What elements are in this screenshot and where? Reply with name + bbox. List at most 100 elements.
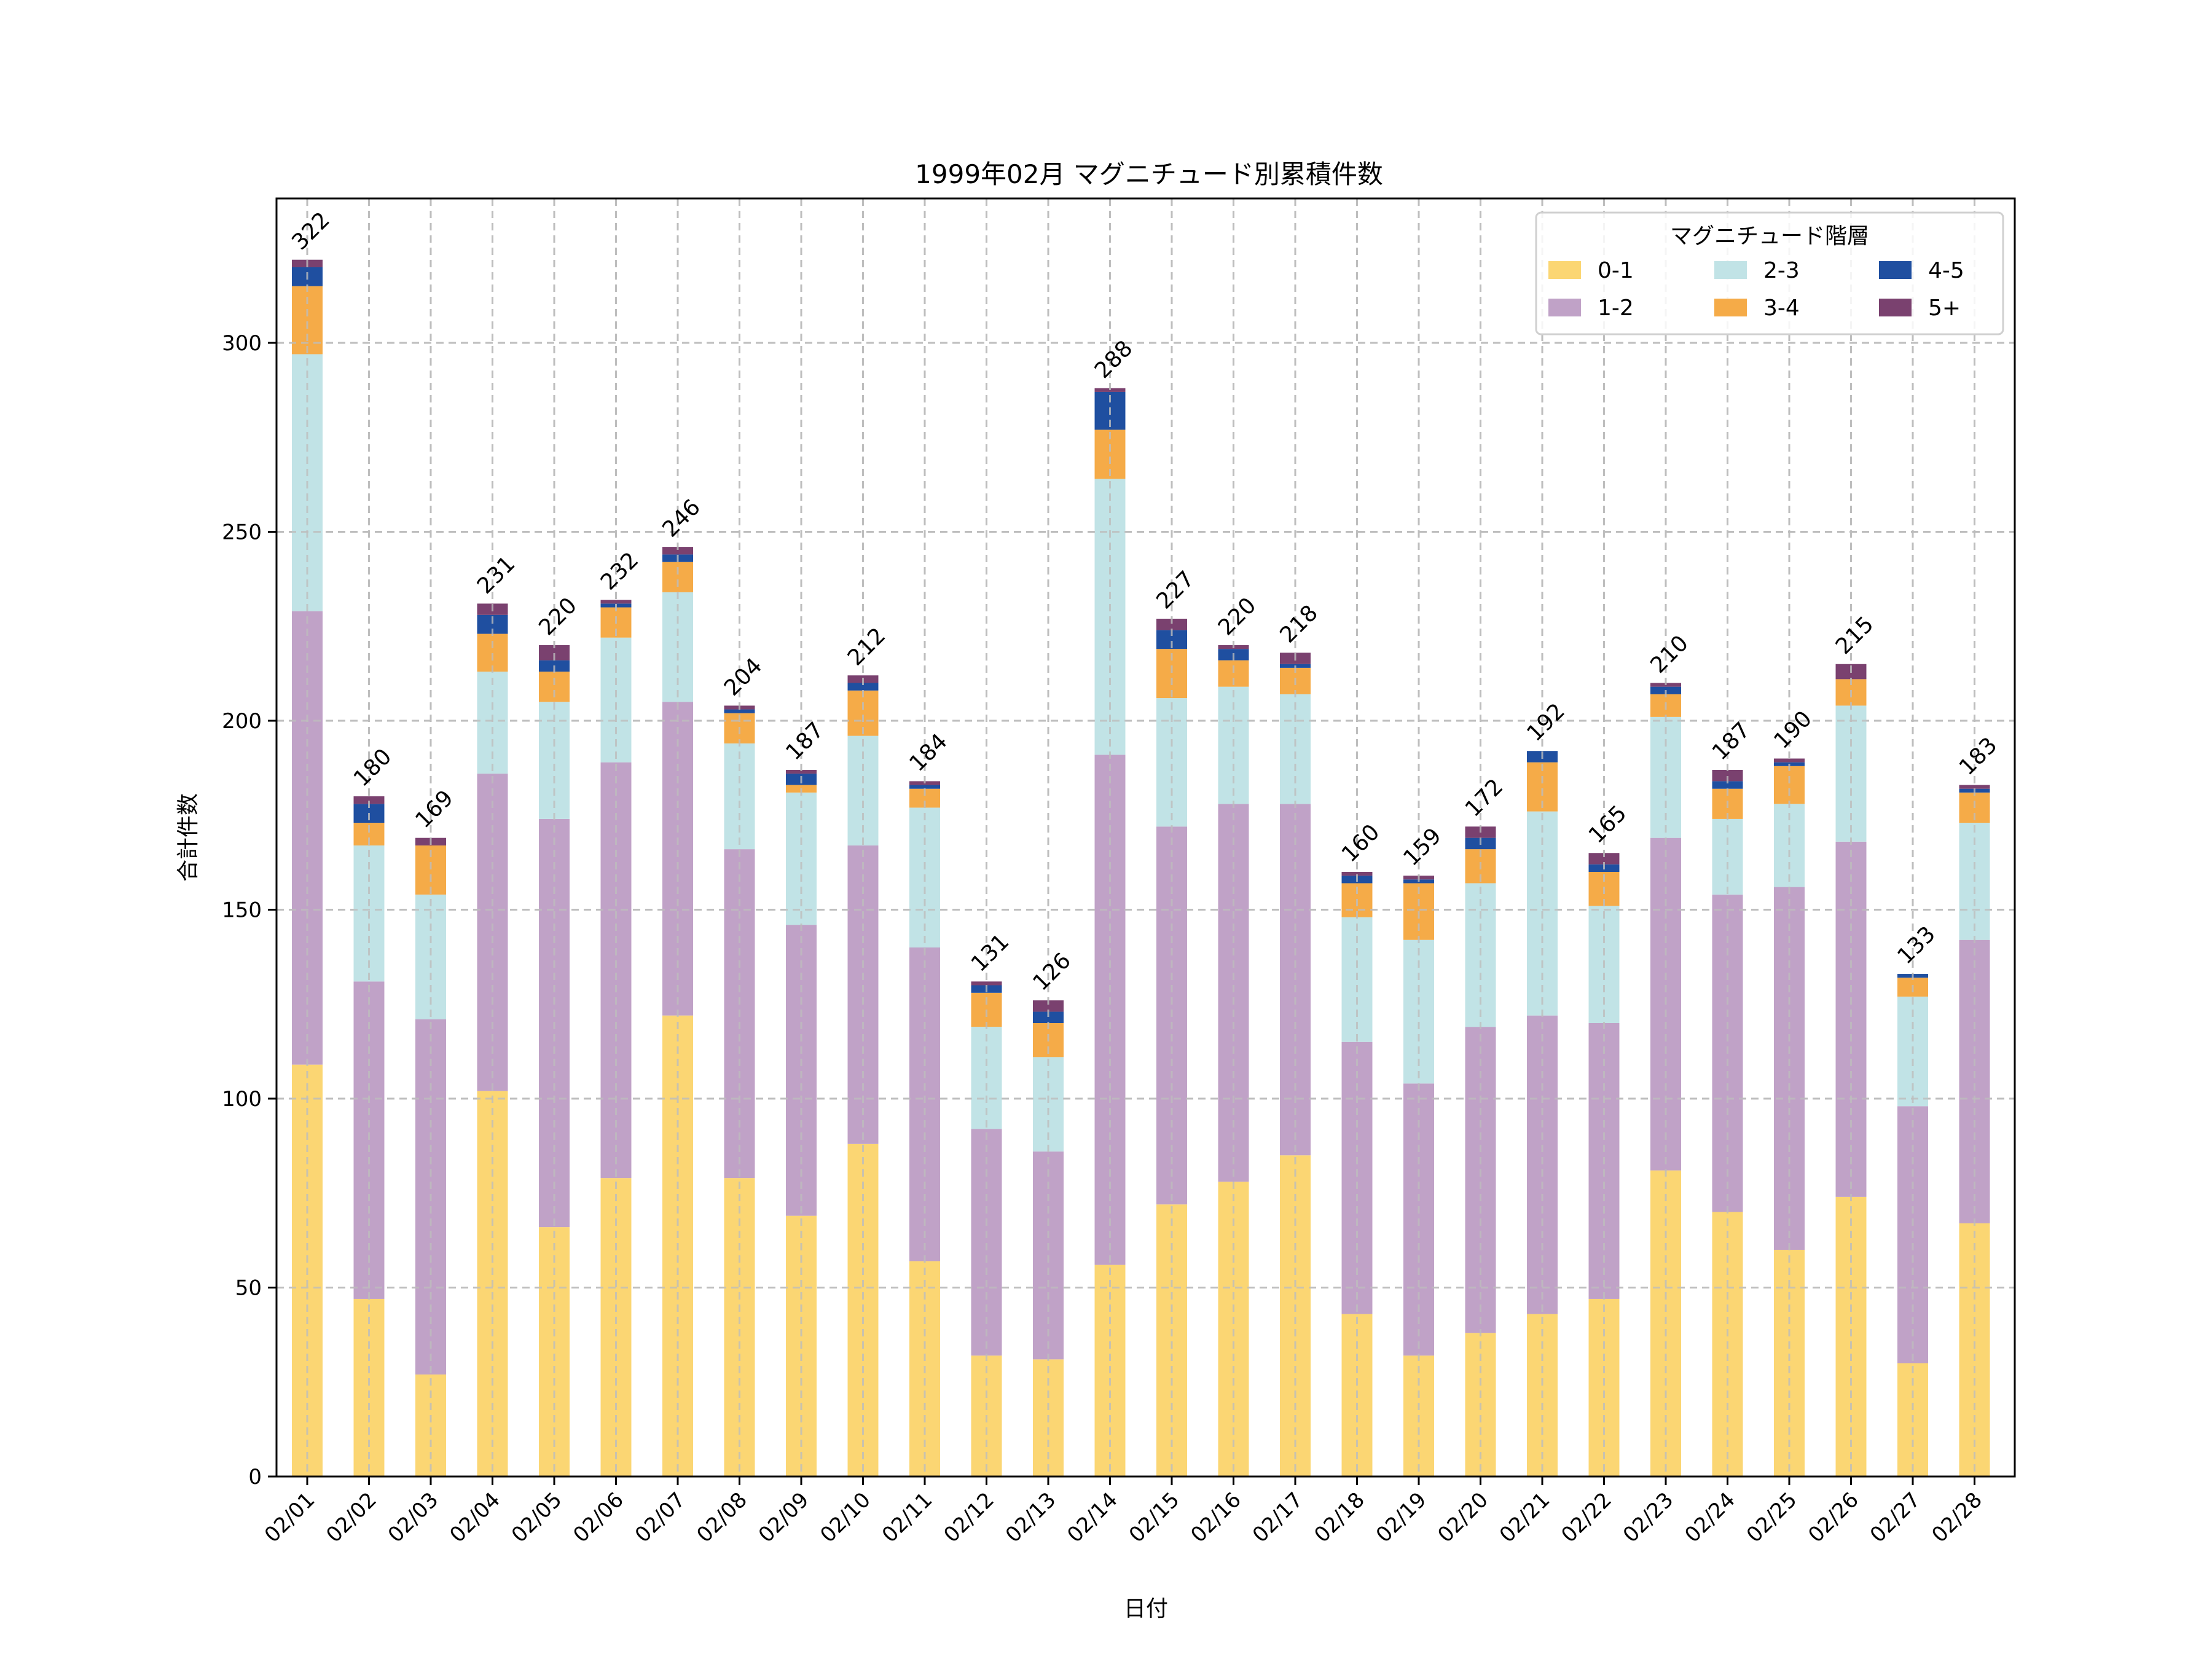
legend-label: 5+ xyxy=(1928,296,1961,321)
y-tick-label: 200 xyxy=(222,709,262,734)
x-tick-label: 02/11 xyxy=(877,1488,938,1548)
grid-lines xyxy=(276,198,2015,1478)
x-tick-label: 02/05 xyxy=(507,1488,567,1548)
x-tick-label: 02/15 xyxy=(1124,1488,1185,1548)
legend: マグニチュード階層 0-1 1-2 2-3 3-4 4-5 5+ xyxy=(1535,211,2004,335)
x-tick-label: 02/14 xyxy=(1062,1488,1123,1548)
bar-segment-5+ xyxy=(1033,1000,1064,1012)
bar-segment-3-4 xyxy=(477,633,508,672)
bar-segment-1-2 xyxy=(1835,841,1867,1197)
x-tick-label: 02/01 xyxy=(260,1488,320,1548)
total-label: 215 xyxy=(1831,612,1879,660)
bar-segment-1-2 xyxy=(847,845,879,1144)
bar-segment-1-2 xyxy=(477,774,508,1091)
total-label: 133 xyxy=(1892,922,1940,970)
bar-segment-4-5 xyxy=(1033,1011,1064,1023)
total-label: 192 xyxy=(1522,699,1570,747)
legend-swatch-5+ xyxy=(1879,299,1912,316)
x-tick-label: 02/06 xyxy=(568,1488,629,1548)
x-tick-label: 02/28 xyxy=(1927,1488,1987,1548)
total-label: 184 xyxy=(904,729,952,777)
total-label: 204 xyxy=(720,653,767,701)
x-tick-label: 02/26 xyxy=(1803,1488,1864,1548)
legend-label: 4-5 xyxy=(1928,258,1964,283)
total-label: 231 xyxy=(473,551,520,599)
total-label: 180 xyxy=(349,744,397,792)
bar-segment-5+ xyxy=(1588,853,1620,865)
x-tick-label: 02/25 xyxy=(1742,1488,1802,1548)
bar-segment-0-1 xyxy=(353,1298,385,1477)
bar-segment-5+ xyxy=(353,796,385,804)
x-tick-label: 02/18 xyxy=(1309,1488,1370,1548)
legend-swatch-3-4 xyxy=(1714,299,1747,316)
bar-segment-3-4 xyxy=(662,562,693,592)
total-label: 131 xyxy=(967,929,1014,977)
x-axis-label: 日付 xyxy=(1124,1596,1168,1622)
bar-segment-5+ xyxy=(1341,872,1373,876)
legend-title: マグニチュード階層 xyxy=(1670,224,1869,249)
total-label: 169 xyxy=(410,785,458,833)
bar-segment-3-4 xyxy=(292,286,323,355)
bar-segment-1-2 xyxy=(1959,939,1990,1223)
bar-segment-1-2 xyxy=(1774,887,1805,1250)
total-label: 322 xyxy=(287,207,335,255)
bar-segment-0-1 xyxy=(539,1227,570,1477)
bar-segment-4-5 xyxy=(724,709,755,713)
x-tick-label: 02/17 xyxy=(1248,1488,1308,1548)
x-tick-label: 02/09 xyxy=(754,1488,814,1548)
total-label: 183 xyxy=(1955,732,2002,780)
x-tick-label: 02/07 xyxy=(630,1488,691,1548)
total-label: 220 xyxy=(1214,593,1261,641)
bar-segment-5+ xyxy=(600,600,632,604)
plot-frame xyxy=(275,197,2016,1478)
legend-label: 3-4 xyxy=(1763,296,1800,321)
bar-segment-0-1 xyxy=(600,1178,632,1477)
bar-segment-4-5 xyxy=(1712,781,1743,789)
x-tick-label: 02/22 xyxy=(1556,1488,1617,1548)
x-tick-label: 02/13 xyxy=(1001,1488,1061,1548)
total-label: 212 xyxy=(843,623,891,671)
bar-segment-5+ xyxy=(1156,618,1187,630)
y-axis-ticks: 0 50 100 150 200 250 300 xyxy=(222,331,276,1489)
bar-segment-5+ xyxy=(1774,758,1805,763)
bar-segment-5+ xyxy=(971,981,1002,986)
legend-swatch-1-2 xyxy=(1548,299,1581,316)
total-label: 210 xyxy=(1645,630,1693,678)
y-tick-label: 0 xyxy=(248,1465,262,1489)
x-tick-label: 02/10 xyxy=(815,1488,876,1548)
total-label: 190 xyxy=(1769,706,1817,754)
bar-segment-1-2 xyxy=(662,702,693,1016)
y-tick-label: 100 xyxy=(222,1087,262,1112)
bar-segment-5+ xyxy=(662,547,693,555)
bar-segment-2-3 xyxy=(724,743,755,850)
legend-swatch-2-3 xyxy=(1714,261,1747,279)
x-tick-label: 02/02 xyxy=(321,1488,382,1548)
total-label: 227 xyxy=(1151,567,1199,614)
x-tick-label: 02/03 xyxy=(383,1488,444,1548)
y-tick-label: 300 xyxy=(222,331,262,356)
bar-segment-5+ xyxy=(786,769,817,774)
x-tick-label: 02/12 xyxy=(939,1488,999,1548)
total-label: 187 xyxy=(781,718,829,766)
x-tick-label: 02/23 xyxy=(1618,1488,1679,1548)
x-axis-ticks: 02/01 02/02 02/03 02/04 02/05 02/06 02/07 02/08… xyxy=(260,1477,1987,1548)
bar-segment-3-4 xyxy=(1774,766,1805,804)
bar-segment-0-1 xyxy=(415,1374,446,1477)
bar-segment-2-3 xyxy=(1835,705,1867,842)
bar-segment-4-5 xyxy=(909,785,940,789)
bar-segment-5+ xyxy=(1959,785,1990,789)
x-tick-label: 02/20 xyxy=(1433,1488,1493,1548)
total-label: 160 xyxy=(1337,820,1385,868)
total-label: 218 xyxy=(1275,600,1323,648)
total-label: 165 xyxy=(1584,801,1632,849)
x-tick-label: 02/16 xyxy=(1186,1488,1246,1548)
x-tick-label: 02/27 xyxy=(1865,1488,1926,1548)
x-tick-label: 02/21 xyxy=(1495,1488,1555,1548)
legend-label: 1-2 xyxy=(1598,296,1634,321)
bar-segment-5+ xyxy=(1712,769,1743,782)
x-tick-label: 02/24 xyxy=(1680,1488,1740,1548)
total-label: 126 xyxy=(1028,948,1076,996)
bar-segment-1-2 xyxy=(909,947,940,1261)
total-label: 159 xyxy=(1398,823,1446,871)
